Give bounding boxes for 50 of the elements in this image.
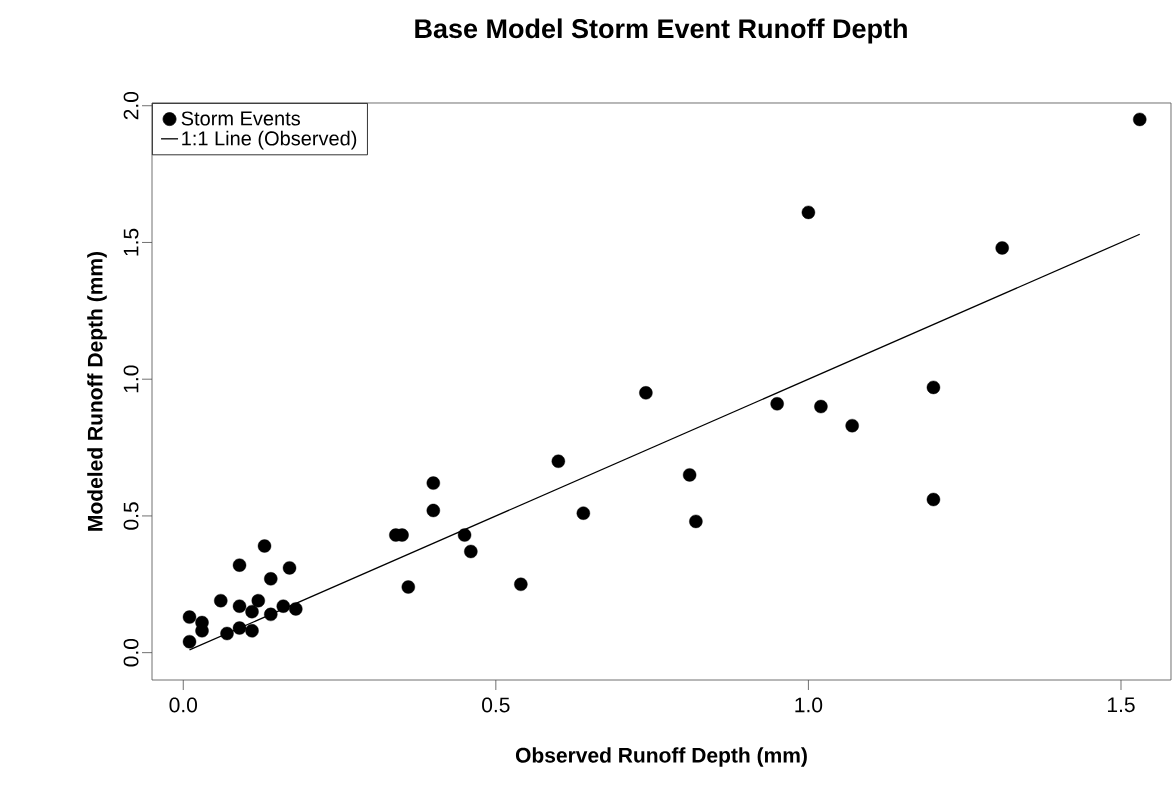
legend-label: 1:1 Line (Observed) xyxy=(182,130,357,150)
point xyxy=(232,621,247,635)
x-tick-label: 0.5 xyxy=(482,697,510,713)
point xyxy=(551,454,566,468)
x-tick-label: 0.0 xyxy=(169,697,198,713)
point xyxy=(576,506,591,520)
point xyxy=(245,624,259,638)
point xyxy=(264,572,278,586)
point xyxy=(514,577,528,591)
point xyxy=(426,503,441,518)
point xyxy=(770,397,784,411)
point xyxy=(257,539,272,553)
x-tick-label: 1.0 xyxy=(795,697,823,713)
point xyxy=(1133,112,1147,127)
point xyxy=(426,476,441,490)
point xyxy=(276,599,290,613)
y-tick-label: 2.0 xyxy=(123,91,139,120)
point xyxy=(282,561,297,575)
point xyxy=(682,468,697,482)
chart-title: Base Model Storm Event Runoff Depth xyxy=(415,18,907,44)
point xyxy=(245,604,259,619)
point xyxy=(264,607,278,622)
point xyxy=(182,610,197,624)
point xyxy=(845,418,859,433)
legend-label: Storm Events xyxy=(181,111,300,126)
point xyxy=(995,241,1009,255)
point xyxy=(220,626,234,641)
x-tick-label: 1.5 xyxy=(1107,697,1135,713)
point xyxy=(457,528,472,542)
y-tick-label: 0.5 xyxy=(123,502,139,530)
y-tick-label: 1.5 xyxy=(123,228,139,256)
point xyxy=(926,380,941,395)
point xyxy=(232,599,247,613)
x-axis-title: Observed Runoff Depth (mm) xyxy=(515,747,807,767)
point xyxy=(926,492,941,507)
point xyxy=(689,514,703,529)
y-axis-title: Modeled Runoff Depth (mm) xyxy=(87,251,107,531)
point xyxy=(639,386,653,400)
point xyxy=(251,594,265,608)
point xyxy=(232,558,247,572)
point xyxy=(214,594,228,608)
point xyxy=(401,580,416,594)
point xyxy=(814,399,828,414)
point xyxy=(182,635,197,649)
point xyxy=(464,544,478,559)
y-tick-label: 0.0 xyxy=(123,638,139,667)
y-tick-label: 1.0 xyxy=(123,365,139,393)
point xyxy=(289,602,303,616)
point xyxy=(801,205,816,220)
point xyxy=(195,624,209,638)
